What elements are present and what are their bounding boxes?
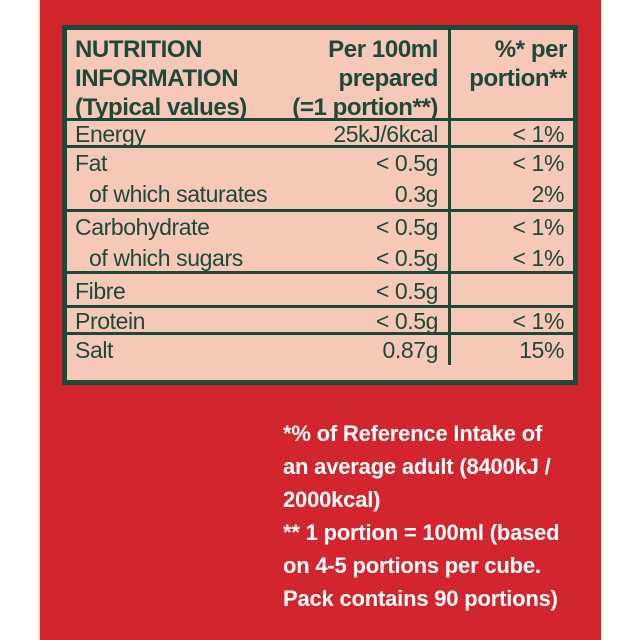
header-title-line: INFORMATION xyxy=(75,65,239,92)
header-title-line: NUTRITION xyxy=(75,36,203,63)
nutrient-name: Energy xyxy=(75,121,146,147)
header-percent-line: %* per xyxy=(494,36,568,63)
table-row-salt: Salt 0.87g 15% xyxy=(67,332,573,365)
header-title-line: (Typical values) xyxy=(75,94,247,121)
nutrient-name: Carbohydrate xyxy=(75,214,210,240)
table-header: NUTRITION INFORMATION (Typical values) P… xyxy=(67,30,573,122)
nutrient-percent: < 1% xyxy=(512,150,565,176)
nutrient-percent: 2% xyxy=(531,181,565,207)
footnote-reference-intake-line: *% of Reference Intake of xyxy=(283,421,543,446)
nutrient-percent: < 1% xyxy=(512,121,565,147)
header-per100-line: prepared xyxy=(338,65,438,92)
white-margin-left xyxy=(0,0,40,640)
header-percent-line: portion** xyxy=(469,65,567,92)
white-margin-right xyxy=(601,0,640,640)
nutrient-value: < 0.5g xyxy=(375,245,439,271)
table-row-fibre: Fibre < 0.5g xyxy=(67,271,573,308)
nutrient-percent: < 1% xyxy=(512,308,565,334)
table-header-main: NUTRITION INFORMATION (Typical values) P… xyxy=(67,30,448,122)
nutrient-subname: of which sugars xyxy=(89,245,243,271)
table-header-per100: Per 100ml prepared (=1 portion**) xyxy=(292,35,448,122)
nutrient-name: Fibre xyxy=(75,278,126,304)
nutrient-value: < 0.5g xyxy=(375,278,439,304)
table-row-protein: Protein < 0.5g < 1% xyxy=(67,305,573,335)
footnote-portion-line: on 4-5 portions per cube. xyxy=(283,553,541,578)
nutrient-value: 25kJ/6kcal xyxy=(333,121,438,147)
nutrient-value: < 0.5g xyxy=(375,214,439,240)
footnote-portion-line: Pack contains 90 portions) xyxy=(283,586,558,611)
nutrient-percent: 15% xyxy=(519,337,564,363)
nutrient-name: Fat xyxy=(75,150,108,176)
table-header-title: NUTRITION INFORMATION (Typical values) xyxy=(75,35,247,122)
nutrient-name: Salt xyxy=(75,337,114,363)
table-row-fat: Fat < 0.5g of which saturates 0.3g < 1% … xyxy=(67,145,573,210)
nutrition-table: NUTRITION INFORMATION (Typical values) P… xyxy=(62,25,578,385)
footnotes: *% of Reference Intake of an average adu… xyxy=(283,417,560,615)
table-row-carbohydrate: Carbohydrate < 0.5g of which sugars < 0.… xyxy=(67,209,573,274)
nutrient-percent: < 1% xyxy=(512,245,565,271)
table-row-energy: Energy 25kJ/6kcal < 1% xyxy=(67,118,573,148)
nutrient-name: Protein xyxy=(75,308,146,334)
footnote-reference-intake-line: an average adult (8400kJ / xyxy=(283,454,551,479)
footnote-portion-line: ** 1 portion = 100ml (based xyxy=(283,520,560,545)
table-header-percent: %* per portion** xyxy=(448,30,573,122)
nutrient-value: 0.87g xyxy=(382,337,438,363)
nutrient-subname: of which saturates xyxy=(89,181,268,207)
nutrient-value: 0.3g xyxy=(394,181,439,207)
header-per100-line: (=1 portion**) xyxy=(292,94,438,121)
footnote-reference-intake-line: 2000kcal) xyxy=(283,487,381,512)
nutrient-value: < 0.5g xyxy=(375,308,439,334)
nutrient-value: < 0.5g xyxy=(375,150,439,176)
header-per100-line: Per 100ml xyxy=(328,36,438,63)
nutrient-percent: < 1% xyxy=(512,214,565,240)
